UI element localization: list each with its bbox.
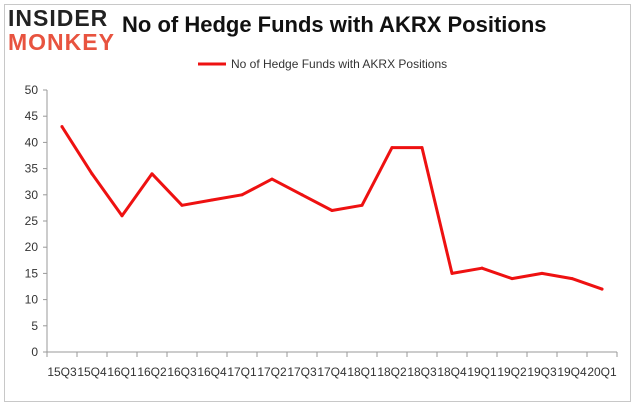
data-point [120,214,124,218]
data-point [510,277,514,281]
chart-plot [60,125,604,291]
x-tick-label: 16Q3 [167,365,197,379]
legend-label: No of Hedge Funds with AKRX Positions [231,57,447,71]
y-tick-label: 15 [25,266,39,280]
data-point [480,266,484,270]
x-tick-label: 16Q4 [197,365,227,379]
x-tick-label: 18Q4 [437,365,467,379]
data-point [150,172,154,176]
insider-monkey-logo: INSIDER MONKEY [8,6,118,54]
x-tick-label: 17Q2 [257,365,287,379]
data-point [360,203,364,207]
x-tick-label: 19Q2 [497,365,527,379]
chart-title: No of Hedge Funds with AKRX Positions [122,12,547,37]
x-tick-label: 16Q1 [107,365,137,379]
data-point [180,203,184,207]
y-tick-label: 5 [31,319,38,333]
x-tick-label: 17Q3 [287,365,317,379]
data-point [390,146,394,150]
x-tick-label: 15Q4 [77,365,107,379]
y-tick-label: 50 [25,83,39,97]
x-tick-label: 18Q3 [407,365,437,379]
x-tick-label: 16Q2 [137,365,167,379]
y-tick-label: 40 [25,135,39,149]
y-tick-label: 10 [25,293,39,307]
chart-legend: No of Hedge Funds with AKRX Positions [198,57,447,71]
data-point [600,287,604,291]
data-point [420,146,424,150]
x-tick-label: 18Q2 [377,365,407,379]
data-point [270,177,274,181]
x-tick-label: 19Q1 [467,365,497,379]
data-point [90,172,94,176]
y-tick-label: 20 [25,240,39,254]
y-tick-label: 35 [25,162,39,176]
data-point [570,277,574,281]
data-point [450,271,454,275]
y-tick-label: 0 [31,345,38,359]
x-tick-label: 19Q3 [527,365,557,379]
logo-line-insider: INSIDER [8,5,109,31]
data-point [210,198,214,202]
y-tick-label: 45 [25,109,39,123]
x-tick-label: 17Q4 [317,365,347,379]
data-point [540,271,544,275]
data-point [330,209,334,213]
data-point [240,193,244,197]
data-point [300,193,304,197]
x-tick-label: 19Q4 [557,365,587,379]
data-point [60,125,64,129]
series-line [60,125,604,291]
y-tick-label: 25 [25,214,39,228]
x-tick-label: 20Q1 [587,365,617,379]
x-tick-label: 18Q1 [347,365,377,379]
x-tick-label: 15Q3 [47,365,77,379]
y-tick-label: 30 [25,188,39,202]
x-tick-label: 17Q1 [227,365,257,379]
chart-axes: 0 5 10 15 20 25 30 35 40 45 50 15Q3 15Q4 16Q1 16Q2 16Q3… [25,83,618,379]
logo-line-monkey: MONKEY [8,29,115,55]
